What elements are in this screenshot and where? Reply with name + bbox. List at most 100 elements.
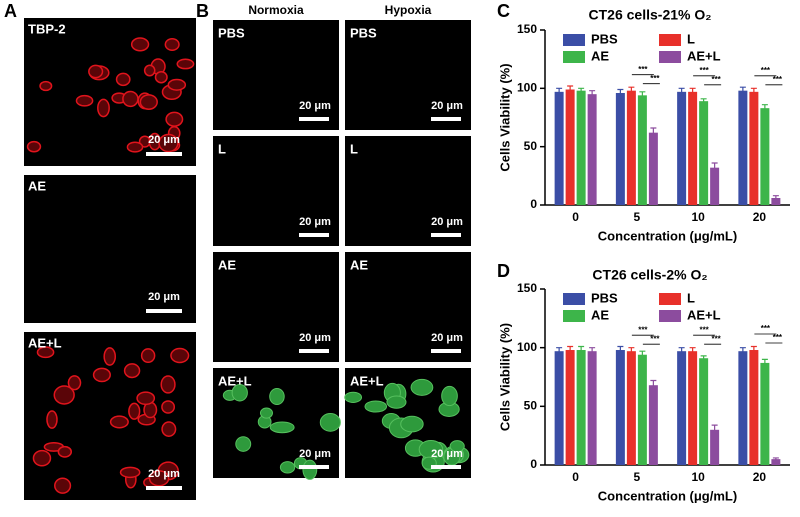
image-label: PBS bbox=[350, 25, 377, 40]
bar bbox=[749, 91, 759, 205]
cell bbox=[119, 466, 141, 479]
cell bbox=[39, 80, 53, 92]
error-bar bbox=[578, 345, 585, 354]
y-tick-label: 0 bbox=[530, 197, 537, 211]
bar bbox=[677, 91, 687, 205]
bar bbox=[615, 93, 625, 205]
panel-label: D bbox=[497, 261, 510, 281]
error-bar bbox=[700, 355, 707, 361]
bar bbox=[626, 90, 636, 205]
bar bbox=[554, 351, 564, 465]
bar bbox=[587, 351, 597, 465]
cell bbox=[176, 58, 195, 70]
scale-bar bbox=[146, 486, 182, 490]
cell bbox=[165, 111, 184, 127]
bar bbox=[637, 95, 647, 205]
micrograph bbox=[213, 20, 339, 130]
significance-label: *** bbox=[699, 66, 709, 75]
legend-swatch bbox=[563, 51, 585, 63]
bar bbox=[771, 459, 781, 465]
bar bbox=[554, 91, 564, 205]
error-bar bbox=[617, 88, 624, 97]
error-bar bbox=[556, 87, 563, 96]
scale-label: 20 μm bbox=[299, 448, 331, 460]
image-label: AE bbox=[218, 257, 236, 272]
image-label: AE bbox=[350, 257, 368, 272]
cell bbox=[103, 347, 117, 366]
error-bar bbox=[689, 347, 696, 355]
error-bar bbox=[761, 104, 768, 112]
significance-label: *** bbox=[711, 75, 721, 84]
cell bbox=[410, 378, 434, 396]
scale-label: 20 μm bbox=[148, 468, 180, 480]
micrograph bbox=[24, 175, 196, 323]
cell bbox=[54, 477, 72, 494]
image-label: PBS bbox=[218, 25, 245, 40]
cell bbox=[259, 407, 274, 419]
legend-swatch bbox=[659, 34, 681, 46]
chart-title: CT26 cells-2% O₂ bbox=[592, 267, 707, 283]
y-axis-title: Cells Viability (%) bbox=[497, 63, 512, 171]
significance-label: *** bbox=[761, 66, 771, 75]
panel-label: B bbox=[196, 1, 209, 21]
y-axis-title: Cells Viability (%) bbox=[497, 323, 512, 431]
error-bar bbox=[556, 347, 563, 355]
cell bbox=[235, 436, 252, 452]
cell bbox=[164, 38, 180, 51]
error-bar bbox=[711, 424, 718, 435]
cell bbox=[143, 64, 156, 77]
legend-label: PBS bbox=[591, 290, 618, 305]
error-bar bbox=[639, 350, 646, 359]
cell bbox=[269, 421, 295, 434]
image-label: TBP-2 bbox=[28, 21, 66, 36]
cell bbox=[364, 400, 388, 413]
cell bbox=[170, 347, 190, 364]
micrograph bbox=[345, 252, 471, 362]
scale-bar bbox=[431, 233, 461, 237]
legend-swatch bbox=[659, 310, 681, 322]
scale-label: 20 μm bbox=[299, 216, 331, 228]
cell bbox=[97, 98, 110, 118]
cell bbox=[231, 383, 248, 402]
scale-label: 20 μm bbox=[299, 332, 331, 344]
panel-label: A bbox=[4, 1, 17, 21]
significance-label: *** bbox=[638, 325, 648, 334]
error-bar bbox=[567, 345, 574, 354]
scale-bar bbox=[299, 465, 329, 469]
cell bbox=[57, 445, 73, 458]
error-bar bbox=[772, 195, 779, 201]
y-tick-label: 0 bbox=[530, 457, 537, 471]
significance-label: *** bbox=[699, 325, 709, 334]
cell bbox=[128, 402, 141, 420]
cell bbox=[53, 385, 75, 405]
x-tick-label: 10 bbox=[691, 210, 705, 224]
bar bbox=[637, 354, 647, 465]
scale-bar bbox=[299, 233, 329, 237]
error-bar bbox=[689, 87, 696, 96]
bar bbox=[699, 358, 709, 465]
x-tick-label: 5 bbox=[634, 210, 641, 224]
legend-swatch bbox=[659, 293, 681, 305]
legend-label: L bbox=[687, 31, 695, 46]
cell bbox=[269, 387, 285, 406]
significance-label: *** bbox=[650, 334, 660, 343]
scale-label: 20 μm bbox=[148, 291, 180, 303]
scale-bar bbox=[146, 152, 182, 156]
legend-swatch bbox=[659, 51, 681, 63]
y-tick-label: 100 bbox=[517, 340, 537, 354]
error-bar bbox=[772, 457, 779, 461]
cell bbox=[36, 346, 55, 359]
cell bbox=[279, 461, 296, 474]
cell bbox=[109, 415, 129, 429]
scale-label: 20 μm bbox=[431, 216, 463, 228]
error-bar bbox=[639, 91, 646, 99]
micrograph bbox=[213, 136, 339, 246]
y-tick-label: 150 bbox=[517, 281, 537, 295]
scale-bar bbox=[299, 117, 329, 121]
significance-label: *** bbox=[711, 334, 721, 343]
x-tick-label: 0 bbox=[572, 210, 579, 224]
legend-swatch bbox=[563, 293, 585, 305]
column-header: Hypoxia bbox=[385, 3, 432, 17]
bar bbox=[565, 350, 575, 465]
